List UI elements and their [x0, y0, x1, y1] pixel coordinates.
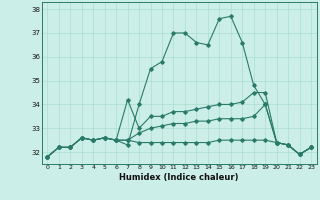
X-axis label: Humidex (Indice chaleur): Humidex (Indice chaleur) — [119, 173, 239, 182]
